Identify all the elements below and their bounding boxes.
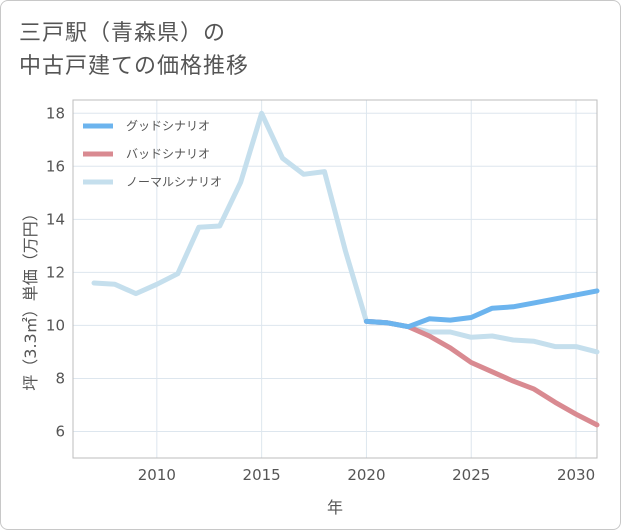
- chart-title: 三戸駅（青森県）の 中古戸建ての価格推移: [19, 17, 249, 83]
- y-tick-label: 12: [46, 263, 65, 281]
- x-tick-label: 2025: [452, 466, 490, 484]
- x-tick-label: 2010: [138, 466, 176, 484]
- plot-frame: [72, 99, 598, 459]
- x-tick-label: 2020: [347, 466, 385, 484]
- title-line-1: 三戸駅（青森県）の: [19, 21, 227, 46]
- y-tick-label: 8: [55, 369, 65, 387]
- y-tick-label: 18: [46, 104, 65, 122]
- gridlines: [73, 100, 597, 458]
- x-axis-title: 年: [327, 498, 343, 517]
- y-tick-label: 6: [55, 422, 65, 440]
- y-tick-label: 10: [46, 316, 65, 334]
- legend-label: グッドシナリオ: [126, 119, 210, 133]
- series-line-0: [363, 288, 600, 330]
- x-tick-label: 2030: [557, 466, 595, 484]
- y-axis-title: 坪（3.3㎡）単価（万円）: [21, 205, 40, 390]
- y-tick-label: 14: [46, 210, 65, 228]
- series-lines: [91, 110, 600, 428]
- x-tick-label: 2015: [243, 466, 281, 484]
- legend-label: バッドシナリオ: [126, 147, 210, 161]
- series-line-2: [91, 110, 600, 355]
- legend-label: ノーマルシナリオ: [126, 175, 222, 189]
- y-tick-label: 16: [46, 157, 65, 175]
- tick-labels: 2010 2015 2020 2025 2030 6 8 10 12 14 16 18: [46, 104, 595, 484]
- title-line-2: 中古戸建ての価格推移: [19, 54, 250, 79]
